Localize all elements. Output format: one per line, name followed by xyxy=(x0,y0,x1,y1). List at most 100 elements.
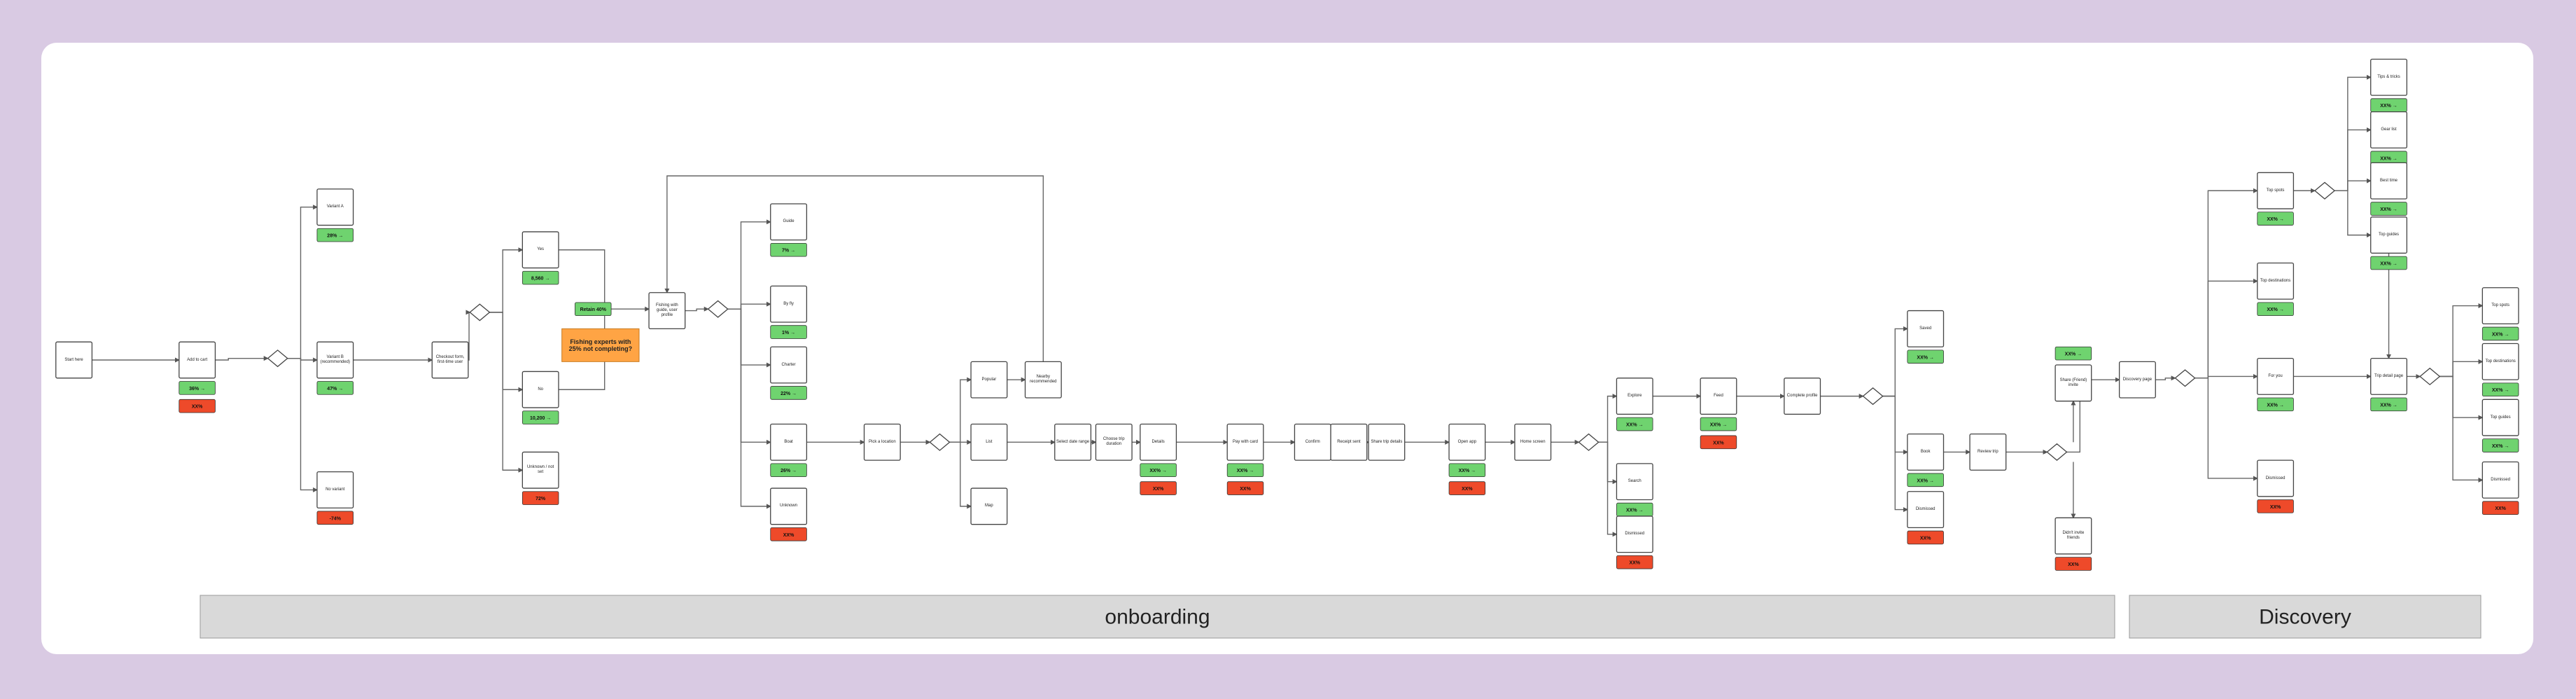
metric-label: 47% → xyxy=(327,387,343,392)
metric-badge xyxy=(2482,438,2519,452)
step-box xyxy=(2482,461,2519,499)
decision xyxy=(1578,433,1600,451)
metric-badge xyxy=(1907,473,1944,487)
metric-badge xyxy=(770,325,807,339)
step-label: Top guides xyxy=(2490,415,2511,420)
step-label: By fly xyxy=(783,301,794,306)
metric-badge xyxy=(1140,481,1177,495)
step-label: Top guides xyxy=(2379,233,2400,237)
step-label: Home screen xyxy=(1520,439,1546,444)
step-box xyxy=(2370,111,2408,148)
step-label-box: Details xyxy=(1152,440,1164,444)
step-box xyxy=(1054,423,1092,461)
metric-label: XX% → xyxy=(2065,352,2082,357)
step-label-box: Tips & tricks xyxy=(2377,74,2400,79)
metric-badge xyxy=(178,399,216,413)
step-box xyxy=(1095,423,1133,461)
metric-label: -74% xyxy=(330,516,342,521)
metric-label: XX% xyxy=(1240,487,1251,492)
step-label: Fishing with guide, user profile xyxy=(656,303,678,318)
step-label: Top spots xyxy=(2266,188,2285,193)
metric-label: XX% → xyxy=(1237,469,1254,473)
step-label-box: Confirm xyxy=(1306,440,1320,444)
metric-badge xyxy=(1616,417,1653,431)
step-label-box: No xyxy=(538,387,543,392)
note-text: Retain 40% xyxy=(580,307,607,312)
metric-label: XX% → xyxy=(1626,508,1644,513)
metric-label: 26% → xyxy=(780,469,797,473)
step-label-box: Nearby recommended xyxy=(1030,375,1056,384)
metric-label: 8,560 → xyxy=(531,277,550,282)
step-box xyxy=(1907,433,1945,471)
step-box xyxy=(2482,287,2519,325)
metric-badge xyxy=(770,242,807,257)
step-label: Best time xyxy=(2380,178,2398,183)
step-label: No variant xyxy=(326,487,345,492)
step-label-box: Top destinations xyxy=(2485,359,2515,364)
step-label: Tips & tricks xyxy=(2377,74,2400,79)
decision xyxy=(2314,181,2336,200)
step-label: Variant A xyxy=(326,205,344,209)
metric-badge xyxy=(1616,555,1653,569)
step-label-box: Map xyxy=(985,504,993,508)
connector xyxy=(558,249,650,312)
step-box xyxy=(2370,216,2408,254)
step-label-box: Guide xyxy=(783,219,794,223)
step-label: No xyxy=(538,387,543,392)
step-label-box: Top destinations xyxy=(2260,278,2291,283)
step-box xyxy=(55,341,93,379)
canvas-card xyxy=(41,43,2533,654)
step-box xyxy=(970,361,1008,399)
step-label-box: Add to cart xyxy=(187,358,207,362)
metric-label: 1% → xyxy=(782,331,795,335)
step-label: Unknown / not set xyxy=(526,465,554,475)
step-box xyxy=(522,231,559,269)
step-label: For you xyxy=(2268,374,2283,378)
connector xyxy=(2334,190,2372,238)
step-label-box: Unknown / not set xyxy=(526,465,554,475)
metric-badge xyxy=(1140,463,1177,478)
metric-badge xyxy=(2054,346,2092,361)
step-box xyxy=(316,471,354,508)
step-box xyxy=(2257,357,2295,395)
metric-badge xyxy=(2257,499,2294,513)
step-label: Unknown xyxy=(780,504,798,508)
metric-badge xyxy=(1448,481,1486,495)
metric-badge xyxy=(522,491,559,505)
metric-badge xyxy=(2257,212,2294,226)
metric-badge xyxy=(2482,382,2519,397)
step-box xyxy=(2370,357,2408,395)
decision xyxy=(2419,367,2441,386)
step-label-box: List xyxy=(986,440,992,444)
metric-label: XX% xyxy=(2068,562,2079,567)
metric-badge xyxy=(1448,463,1486,478)
metric-badge xyxy=(316,228,354,242)
metric-label: XX% → xyxy=(1626,423,1644,428)
step-label-box: Gear list xyxy=(2381,127,2396,132)
step-label-box: Search xyxy=(1628,479,1642,483)
metric-label: XX% xyxy=(1153,487,1164,492)
connector xyxy=(685,306,709,312)
metric-label: XX% → xyxy=(2492,388,2510,393)
step-label-box: Variant B (recommended) xyxy=(321,355,350,364)
step-label-box: Pick a location xyxy=(869,440,896,444)
metric-label: XX% → xyxy=(1710,423,1728,428)
step-label-box: Top spots xyxy=(2266,188,2285,193)
section-band xyxy=(200,595,2115,639)
step-box xyxy=(770,423,808,461)
step-box xyxy=(2370,58,2408,96)
step-label: Share trip details xyxy=(1371,439,1403,444)
metric-label: XX% → xyxy=(1149,469,1167,473)
step-label: Complete profile xyxy=(1786,394,1818,399)
metric-label: XX% → xyxy=(1459,469,1476,473)
step-box xyxy=(1907,491,1945,529)
connector xyxy=(1598,441,1618,537)
note xyxy=(561,328,640,362)
step-label: Trip detail page xyxy=(2374,374,2404,378)
step-label-box: Popular xyxy=(982,378,997,382)
nodes: Start here Add to cart 36% → XX% Variant A 28… xyxy=(55,58,2519,639)
step-box xyxy=(2482,399,2519,436)
step-label: Top destinations xyxy=(2260,278,2291,283)
step-label: Receipt sent xyxy=(1337,439,1361,444)
step-label: Dismissed xyxy=(1915,507,1935,512)
